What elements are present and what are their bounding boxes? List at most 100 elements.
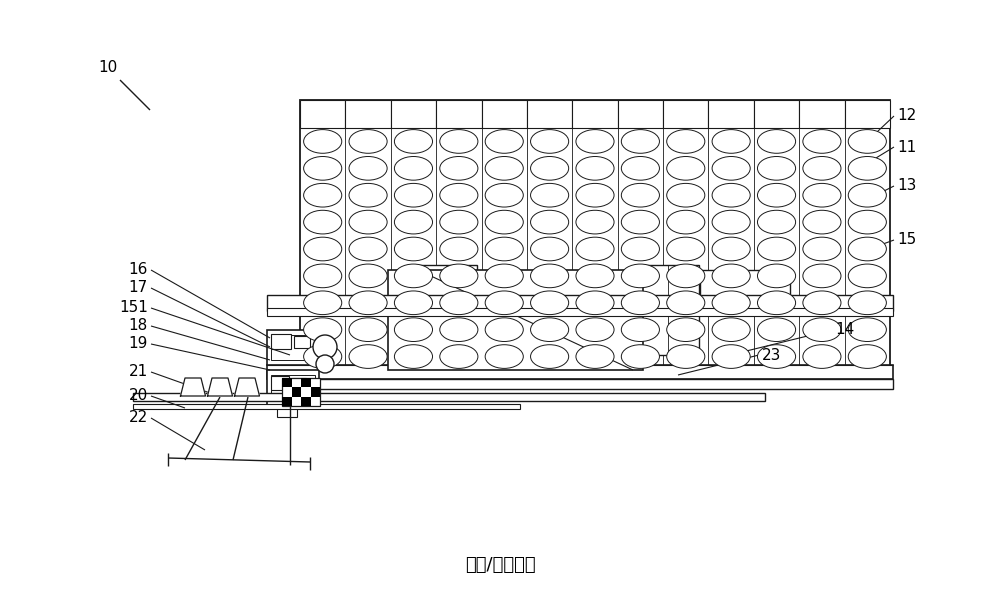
Polygon shape xyxy=(208,378,232,396)
Bar xyxy=(300,100,890,370)
Ellipse shape xyxy=(349,264,387,288)
Bar xyxy=(271,375,315,398)
Ellipse shape xyxy=(803,157,841,180)
Ellipse shape xyxy=(531,157,569,180)
Ellipse shape xyxy=(667,130,705,154)
Bar xyxy=(708,100,754,128)
Circle shape xyxy=(313,335,337,359)
Ellipse shape xyxy=(531,318,569,341)
Ellipse shape xyxy=(757,184,796,207)
Bar xyxy=(618,100,663,128)
Ellipse shape xyxy=(304,157,342,180)
Bar xyxy=(700,270,790,300)
Ellipse shape xyxy=(394,264,433,288)
Ellipse shape xyxy=(621,210,659,234)
Polygon shape xyxy=(234,378,260,396)
Ellipse shape xyxy=(485,184,523,207)
Bar xyxy=(133,404,520,409)
Bar xyxy=(301,378,310,387)
Ellipse shape xyxy=(803,344,841,368)
Ellipse shape xyxy=(349,291,387,314)
Ellipse shape xyxy=(757,237,796,261)
Ellipse shape xyxy=(757,318,796,341)
Ellipse shape xyxy=(440,157,478,180)
Ellipse shape xyxy=(667,291,705,314)
Ellipse shape xyxy=(803,318,841,341)
Ellipse shape xyxy=(848,291,886,314)
Ellipse shape xyxy=(485,210,523,234)
Text: 12: 12 xyxy=(897,109,916,123)
Bar xyxy=(527,100,572,128)
Bar xyxy=(415,265,477,355)
Bar xyxy=(310,387,320,397)
Ellipse shape xyxy=(394,130,433,154)
Text: 11: 11 xyxy=(897,139,916,155)
Ellipse shape xyxy=(304,210,342,234)
Ellipse shape xyxy=(848,318,886,341)
Ellipse shape xyxy=(667,344,705,368)
Ellipse shape xyxy=(531,237,569,261)
Ellipse shape xyxy=(440,210,478,234)
Bar xyxy=(388,270,643,370)
Text: 151: 151 xyxy=(119,300,148,316)
Ellipse shape xyxy=(440,130,478,154)
Ellipse shape xyxy=(712,237,750,261)
Ellipse shape xyxy=(803,184,841,207)
Ellipse shape xyxy=(304,318,342,341)
Ellipse shape xyxy=(349,184,387,207)
Bar xyxy=(271,334,291,349)
Ellipse shape xyxy=(667,264,705,288)
Ellipse shape xyxy=(394,318,433,341)
Bar xyxy=(282,378,320,406)
Ellipse shape xyxy=(576,291,614,314)
Ellipse shape xyxy=(667,318,705,341)
Bar xyxy=(637,265,699,355)
Ellipse shape xyxy=(803,291,841,314)
Ellipse shape xyxy=(531,264,569,288)
Ellipse shape xyxy=(576,264,614,288)
Ellipse shape xyxy=(803,237,841,261)
Ellipse shape xyxy=(531,344,569,368)
Ellipse shape xyxy=(440,237,478,261)
Text: 14: 14 xyxy=(835,322,854,338)
Bar xyxy=(754,100,799,128)
Ellipse shape xyxy=(440,264,478,288)
Text: 16: 16 xyxy=(129,263,148,278)
Bar xyxy=(267,295,893,311)
Bar xyxy=(267,379,893,389)
Ellipse shape xyxy=(621,130,659,154)
Ellipse shape xyxy=(848,237,886,261)
Ellipse shape xyxy=(349,318,387,341)
Ellipse shape xyxy=(440,184,478,207)
Ellipse shape xyxy=(803,264,841,288)
Ellipse shape xyxy=(576,318,614,341)
Ellipse shape xyxy=(712,157,750,180)
Ellipse shape xyxy=(848,184,886,207)
Ellipse shape xyxy=(712,344,750,368)
Ellipse shape xyxy=(531,291,569,314)
Ellipse shape xyxy=(757,210,796,234)
Text: 10: 10 xyxy=(98,61,118,76)
Bar xyxy=(133,393,765,401)
Ellipse shape xyxy=(304,184,342,207)
Bar xyxy=(345,100,391,128)
Bar xyxy=(572,100,618,128)
Ellipse shape xyxy=(485,318,523,341)
Bar xyxy=(271,335,315,360)
Ellipse shape xyxy=(349,157,387,180)
Polygon shape xyxy=(180,378,206,396)
Ellipse shape xyxy=(667,210,705,234)
Ellipse shape xyxy=(304,264,342,288)
Ellipse shape xyxy=(304,344,342,368)
Ellipse shape xyxy=(394,184,433,207)
Ellipse shape xyxy=(440,318,478,341)
Ellipse shape xyxy=(848,157,886,180)
Ellipse shape xyxy=(757,291,796,314)
Bar xyxy=(271,376,289,390)
Bar xyxy=(292,378,306,390)
Bar xyxy=(391,100,436,128)
Ellipse shape xyxy=(848,264,886,288)
Ellipse shape xyxy=(803,130,841,154)
Ellipse shape xyxy=(712,291,750,314)
Ellipse shape xyxy=(848,210,886,234)
